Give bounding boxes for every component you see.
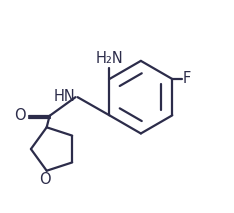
Text: HN: HN bbox=[54, 89, 76, 104]
Text: O: O bbox=[14, 108, 26, 123]
Text: F: F bbox=[183, 71, 191, 86]
Text: H₂N: H₂N bbox=[95, 50, 123, 66]
Text: O: O bbox=[39, 172, 51, 187]
